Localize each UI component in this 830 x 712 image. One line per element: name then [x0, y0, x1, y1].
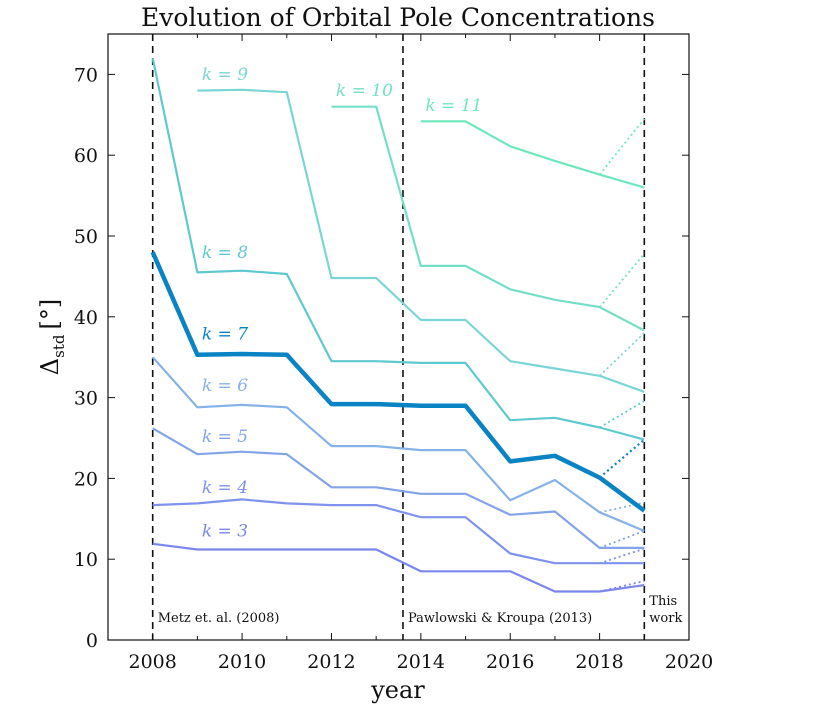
y-tick-label-50: 50 [74, 226, 98, 248]
series-label-k-3: k = 3 [202, 522, 248, 542]
y-axis-label-sub: std [50, 334, 68, 358]
reference-label-2-0: This [649, 594, 677, 609]
y-tick-label-20: 20 [74, 468, 98, 490]
y-axis: 0 10 20 30 40 50 60 70 [74, 64, 689, 652]
series-dotted-k-9-0 [598, 332, 645, 377]
reference-label-2-1: work [649, 611, 682, 626]
y-axis-label-main: Δ [36, 358, 64, 375]
y-tick-label-10: 10 [74, 549, 98, 571]
x-tick-label-2020: 2020 [665, 651, 713, 673]
series-line-k-6 [151, 356, 645, 532]
x-axis: 2008 2010 2012 2014 2016 2018 2020 [107, 34, 713, 673]
series-label-k-7: k = 7 [202, 324, 248, 344]
y-tick-label-60: 60 [74, 145, 98, 167]
series-line-k-3 [152, 542, 645, 593]
plot-frame [107, 33, 690, 641]
series-label-k-8: k = 8 [202, 243, 248, 263]
x-tick-label-2016: 2016 [486, 651, 534, 673]
reference-label-0-0: Metz et. al. (2008) [158, 611, 280, 626]
series-label-k-4: k = 4 [202, 478, 248, 498]
reference-label-bg-0-0 [154, 609, 300, 626]
series-dotted-k-11-0 [598, 118, 646, 176]
series-line-k-10 [331, 105, 645, 332]
reference-label-bg-2-1 [646, 609, 680, 626]
series-label-k-10: k = 10 [336, 81, 393, 101]
series-dotted-k-10-0 [598, 253, 645, 308]
series-line-k-8 [151, 57, 645, 441]
x-tick-label-2008: 2008 [129, 651, 177, 673]
series-line-k-11 [420, 120, 645, 189]
series-layer [150, 57, 646, 593]
x-tick-label-2018: 2018 [575, 651, 623, 673]
series-line-k-5 [152, 427, 645, 550]
x-tick-label-2010: 2010 [218, 651, 266, 673]
series-line-k-4 [152, 498, 645, 565]
y-tick-label-0: 0 [86, 630, 98, 652]
y-tick-label-40: 40 [74, 307, 98, 329]
chart-title: Evolution of Orbital Pole Concentrations [141, 3, 655, 32]
series-line-k-9 [197, 88, 645, 393]
reference-label-1-0: Pawlowski & Kroupa (2013) [408, 611, 592, 626]
series-dotted-k-8-0 [599, 400, 645, 429]
series-label-k-6: k = 6 [202, 376, 248, 396]
series-line-k-7 [150, 251, 646, 513]
y-axis-label: Δstd [°] [36, 299, 68, 375]
series-label-k-5: k = 5 [202, 427, 248, 447]
series-label-k-9: k = 9 [202, 65, 248, 85]
series-labels: k = 3 k = 4 k = 5 k = 6 k = 7 k = 8 k = 9 k = 1… [202, 65, 482, 542]
x-tick-label-2012: 2012 [307, 651, 355, 673]
reference-label-bg-2-0 [646, 592, 680, 609]
y-axis-label-unit: [°] [36, 299, 64, 330]
series-label-k-11: k = 11 [425, 96, 482, 116]
reference-label-bg-1-0 [404, 609, 594, 626]
x-tick-label-2014: 2014 [397, 651, 445, 673]
x-axis-label: year [370, 676, 425, 704]
reference-lines: Metz et. al. (2008) Pawlowski & Kroupa (2… [151, 34, 682, 640]
y-tick-label-70: 70 [74, 64, 98, 86]
y-tick-label-30: 30 [74, 388, 98, 410]
